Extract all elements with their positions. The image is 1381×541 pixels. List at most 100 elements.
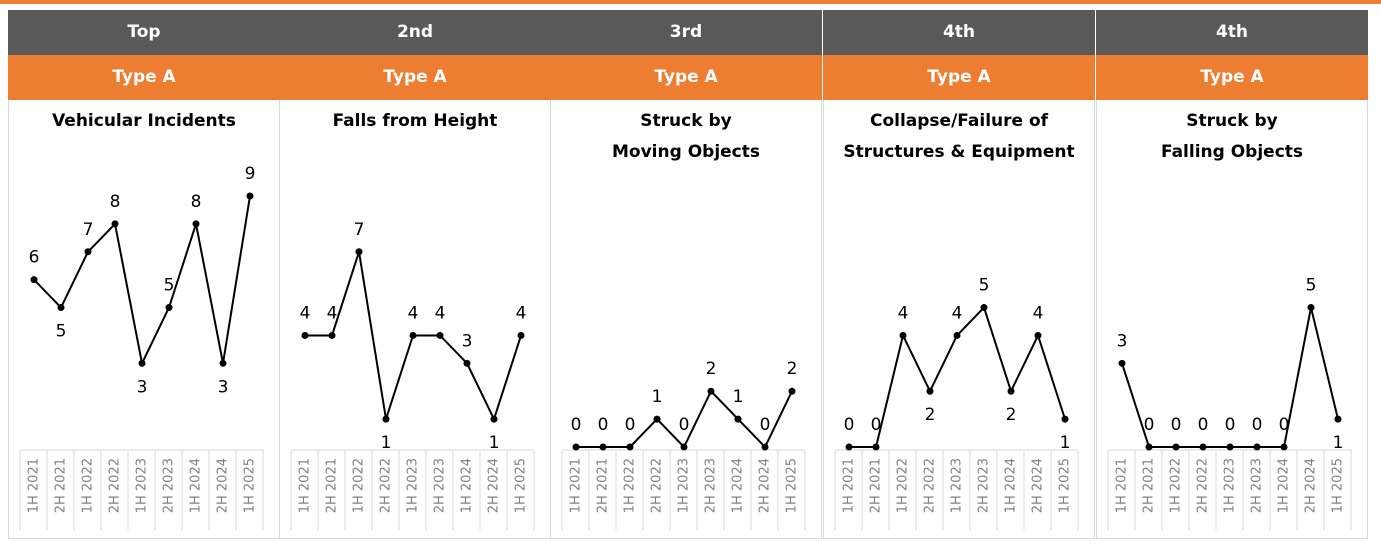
data-point: [463, 359, 471, 367]
data-point: [84, 248, 92, 256]
data-point: [1334, 415, 1342, 423]
data-point: [57, 304, 65, 312]
rank-header: [8, 10, 280, 55]
data-point: [1061, 415, 1069, 423]
data-label: 1: [733, 387, 744, 407]
data-label: 4: [435, 303, 446, 323]
data-label: 1: [381, 433, 392, 453]
x-tick-label: 2H 2023: [162, 458, 177, 513]
data-point: [926, 387, 934, 395]
x-tick-label: 2H 2021: [54, 458, 69, 513]
data-point: [761, 443, 769, 451]
top-accent: [0, 0, 1381, 4]
data-label: 5: [979, 276, 990, 296]
data-label: 8: [191, 192, 202, 212]
data-label: 5: [1306, 276, 1317, 296]
x-tick-label: 2H 2024: [1031, 458, 1046, 513]
chart-title: Struck by Moving Objects: [612, 111, 760, 162]
data-point: [626, 443, 634, 451]
x-tick-label: 1H 2022: [1169, 458, 1184, 513]
type-label: Type A: [1200, 67, 1264, 87]
type-header: [1096, 55, 1368, 100]
data-label: 3: [1117, 331, 1128, 351]
data-label: 0: [1225, 415, 1236, 435]
x-tick-label: 1H 2022: [81, 458, 96, 513]
x-tick-label: 1H 2025: [243, 458, 258, 513]
data-point: [328, 331, 336, 339]
chart-title: Vehicular Incidents: [52, 111, 236, 131]
data-point: [899, 331, 907, 339]
x-tick-label: 1H 2024: [731, 458, 746, 513]
data-label: 6: [29, 248, 40, 268]
type-label: Type A: [112, 67, 176, 87]
type-label: Type A: [383, 67, 447, 87]
data-point: [111, 220, 119, 228]
type-header: [8, 55, 280, 100]
data-label: 9: [245, 164, 256, 184]
data-point: [219, 359, 227, 367]
x-tick-label: 2H 2024: [758, 458, 773, 513]
data-label: 0: [598, 415, 609, 435]
data-label: 2: [787, 359, 798, 379]
data-point: [355, 248, 363, 256]
data-label: 3: [137, 377, 148, 397]
data-label: 0: [1171, 415, 1182, 435]
chart-title: Struck by Falling Objects: [1161, 111, 1303, 162]
data-label: 4: [1033, 303, 1044, 323]
x-tick-label: 2H 2024: [487, 458, 502, 513]
data-label: 4: [898, 303, 909, 323]
data-label: 4: [408, 303, 419, 323]
x-tick-label: 1H 2022: [623, 458, 638, 513]
rank-label: Top: [127, 22, 160, 42]
data-point: [436, 331, 444, 339]
type-header: [550, 55, 822, 100]
x-tick-label: 2H 2021: [1142, 458, 1157, 513]
title-line: Struck by: [1186, 111, 1277, 131]
data-point: [980, 304, 988, 312]
data-label: 2: [925, 405, 936, 425]
x-tick-label: 2H 2021: [869, 458, 884, 513]
title-line: Structures & Equipment: [843, 142, 1074, 162]
x-tick-label: 1H 2023: [406, 458, 421, 513]
data-label: 4: [952, 303, 963, 323]
x-tick-label: 1H 2025: [785, 458, 800, 513]
x-tick-label: 1H 2021: [27, 458, 42, 513]
x-tick-label: 1H 2023: [135, 458, 150, 513]
type-label: Type A: [927, 67, 991, 87]
x-tick-label: 2H 2023: [977, 458, 992, 513]
data-label: 0: [1198, 415, 1209, 435]
x-tick-label: 1H 2024: [1004, 458, 1019, 513]
x-tick-label: 1H 2023: [1223, 458, 1238, 513]
data-label: 8: [110, 192, 121, 212]
chart-title: Falls from Height: [333, 111, 498, 131]
x-tick-label: 1H 2023: [677, 458, 692, 513]
data-point: [1253, 443, 1261, 451]
x-tick-label: 1H 2023: [950, 458, 965, 513]
data-point: [572, 443, 580, 451]
type-header: [279, 55, 551, 100]
data-label: 5: [164, 276, 175, 296]
data-point: [680, 443, 688, 451]
x-tick-label: 2H 2023: [1250, 458, 1265, 513]
chart-title: Collapse/Failure of Structures & Equipmen…: [843, 111, 1074, 162]
x-tick-label: 1H 2025: [1058, 458, 1073, 513]
data-label: 0: [1144, 415, 1155, 435]
x-tick-label: 2H 2023: [704, 458, 719, 513]
x-tick-label: 2H 2021: [596, 458, 611, 513]
data-point: [30, 276, 38, 284]
data-label: 0: [1252, 415, 1263, 435]
title-line: Collapse/Failure of: [870, 111, 1049, 131]
data-point: [301, 331, 309, 339]
data-point: [165, 304, 173, 312]
data-label: 2: [1006, 405, 1017, 425]
title-line: Falls from Height: [333, 111, 498, 131]
data-point: [1145, 443, 1153, 451]
data-label: 4: [327, 303, 338, 323]
data-label: 1: [652, 387, 663, 407]
data-point: [707, 387, 715, 395]
data-label: 1: [489, 433, 500, 453]
x-tick-label: 1H 2021: [1115, 458, 1130, 513]
data-point: [953, 331, 961, 339]
x-tick-label: 2H 2024: [1304, 458, 1319, 513]
type-label: Type A: [654, 67, 718, 87]
